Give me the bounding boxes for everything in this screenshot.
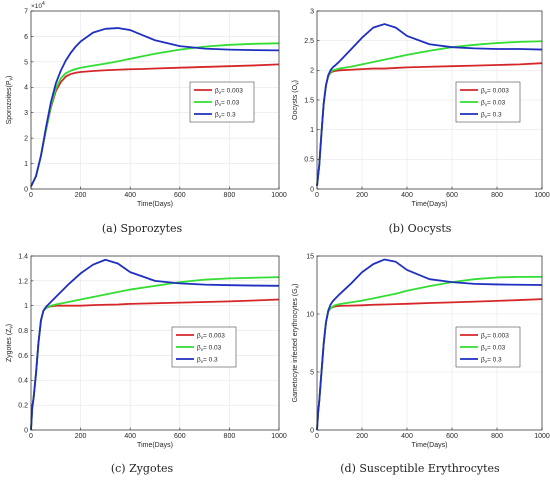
plot-area: [31, 256, 279, 430]
x-tick-label: 0: [29, 433, 33, 440]
panel-zygotes: 0 200 400 600 800 1000 0 0.2 0.4 0.6 0.8 1 1.2 1.4 Tim…: [6, 253, 287, 449]
x-tick-label: 1000: [534, 192, 550, 199]
legend-label-1: βv= 0.03: [481, 344, 506, 352]
legend: βv= 0.003 βv= 0.03 βv= 0.3: [455, 326, 521, 368]
y-tick-label: 10: [306, 311, 314, 318]
y-tick-label: 0.5: [304, 157, 314, 164]
x-tick-label: 0: [315, 192, 319, 199]
y-tick-label: 1.5: [304, 97, 314, 104]
x-tick-label: 800: [224, 192, 236, 199]
series-line-2: [30, 27, 280, 187]
x-tick-label: 400: [401, 192, 413, 199]
panel-susceptible-erythrocytes: 0 200 400 600 800 1000 0 5 10 15 Time(Days) Gametoc…: [292, 253, 550, 449]
x-tick-label: 200: [356, 433, 368, 440]
x-tick-label: 800: [491, 192, 503, 199]
series-line-2: [316, 258, 543, 431]
y-tick-label: 0.2: [18, 403, 28, 410]
y-tick-label: 1: [24, 161, 28, 168]
x-axis-label: Time(Days): [137, 442, 173, 449]
x-axis-label: Time(Days): [137, 201, 173, 208]
x-axis-label: Time(Days): [412, 201, 448, 208]
x-tick-label: 0: [315, 433, 319, 440]
x-tick-label: 400: [124, 192, 136, 199]
x-tick-label: 1000: [271, 192, 287, 199]
x-tick-label: 600: [446, 192, 458, 199]
x-axis-label: Time(Days): [412, 442, 448, 449]
legend-label-1: βv= 0.03: [197, 344, 222, 352]
series-line-2: [30, 258, 280, 431]
legend-label-0: βv= 0.003: [215, 87, 243, 95]
y-tick-label: 0: [310, 427, 314, 434]
caption-d: (d) Susceptible Erythrocytes: [340, 462, 500, 475]
legend: βv= 0.003 βv= 0.03 βv= 0.3: [455, 81, 521, 123]
x-tick-label: 1000: [271, 433, 287, 440]
plot-frame: [30, 10, 280, 190]
caption-c: (c) Zygotes: [111, 462, 174, 475]
y-tick-label: 1: [24, 303, 28, 310]
legend-box: [189, 81, 255, 123]
y-tick-label: 1.4: [18, 253, 28, 260]
legend-label-1: βv= 0.03: [215, 99, 240, 107]
legend-label-2: βv= 0.3: [481, 356, 502, 364]
x-tick-label: 400: [124, 433, 136, 440]
y-exponent-label: ×104: [31, 1, 45, 10]
x-tick-label: 600: [174, 433, 186, 440]
y-tick-label: 2.5: [304, 38, 314, 45]
y-axis-label: Oocysts (Ov): [292, 80, 301, 120]
y-axis-label: Zygotes (Zv): [6, 324, 15, 362]
x-tick-label: 600: [174, 192, 186, 199]
y-tick-label: 3: [24, 110, 28, 117]
legend-label-1: βv= 0.03: [481, 99, 506, 107]
x-tick-label: 400: [401, 433, 413, 440]
x-tick-label: 1000: [534, 433, 550, 440]
series-line-2: [316, 23, 543, 187]
y-axis-label: Gametocyte infected erythrocytes (Gv): [292, 284, 301, 403]
legend-label-2: βv= 0.3: [197, 356, 218, 364]
y-tick-label: 4: [24, 85, 28, 92]
y-tick-label: 6: [24, 34, 28, 41]
x-tick-label: 0: [29, 192, 33, 199]
legend: βv= 0.003 βv= 0.03 βv= 0.3: [171, 326, 237, 368]
panel-sporozytes: 0 200 400 600 800 1000 0 1 2 3 4 5 6 7×104 Time(Days) S…: [6, 1, 287, 208]
y-tick-label: 0: [24, 186, 28, 193]
x-tick-label: 800: [491, 433, 503, 440]
y-tick-label: 2: [24, 136, 28, 143]
plot-frame: [316, 255, 543, 431]
y-tick-label: 5: [310, 369, 314, 376]
y-tick-label: 2: [310, 68, 314, 75]
y-tick-label: 0: [310, 186, 314, 193]
y-tick-label: 5: [24, 59, 28, 66]
x-tick-label: 200: [75, 192, 87, 199]
y-tick-label: 1.2: [18, 278, 28, 285]
caption-b: (b) Oocysts: [389, 222, 452, 235]
x-tick-label: 600: [446, 433, 458, 440]
x-tick-label: 200: [356, 192, 368, 199]
legend-label-2: βv= 0.3: [215, 111, 236, 119]
y-axis-label: Sporozoites(Pv): [6, 76, 15, 125]
y-tick-label: 15: [306, 253, 314, 260]
y-tick-label: 0: [24, 427, 28, 434]
y-tick-label: 0.8: [18, 328, 28, 335]
panel-oocysts: 0 200 400 600 800 1000 0 0.5 1 1.5 2 2.5 3 Time(Days)…: [292, 8, 550, 208]
x-tick-label: 800: [224, 433, 236, 440]
y-tick-label: 0.6: [18, 353, 28, 360]
legend: βv= 0.003 βv= 0.03 βv= 0.3: [189, 81, 255, 123]
legend-label-0: βv= 0.003: [197, 332, 225, 340]
legend-label-0: βv= 0.003: [481, 87, 509, 95]
y-tick-label: 0.4: [18, 378, 28, 385]
y-tick-label: 7: [24, 8, 28, 15]
caption-a: (a) Sporozytes: [102, 222, 183, 235]
legend-label-2: βv= 0.3: [481, 111, 502, 119]
y-tick-label: 1: [310, 127, 314, 134]
y-tick-label: 3: [310, 8, 314, 15]
plot-frame: [30, 255, 280, 431]
x-tick-label: 200: [75, 433, 87, 440]
legend-label-0: βv= 0.003: [481, 332, 509, 340]
